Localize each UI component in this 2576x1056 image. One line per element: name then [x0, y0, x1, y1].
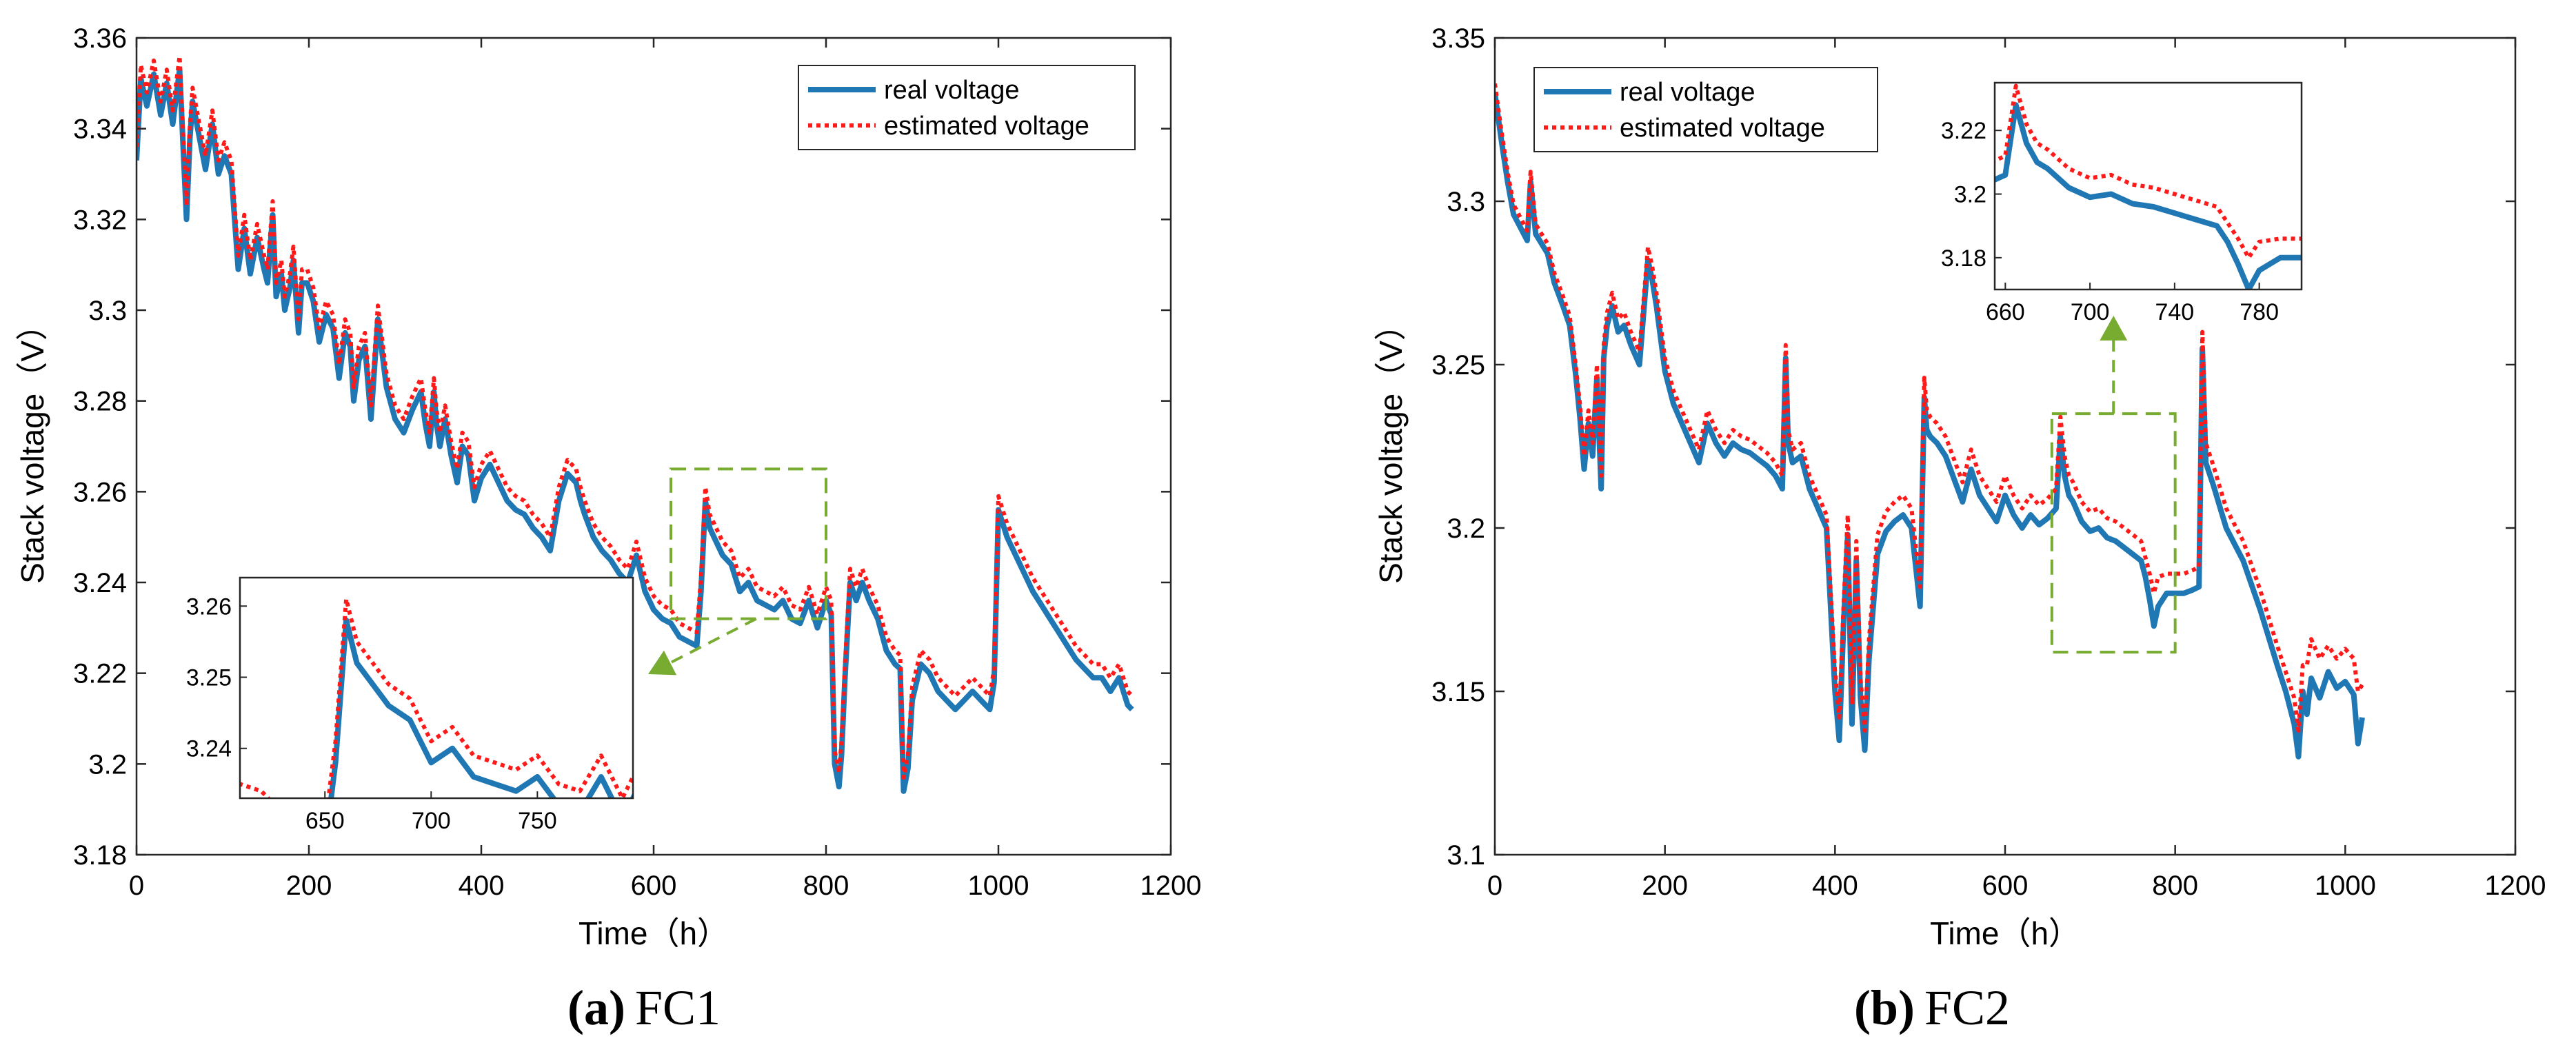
inset-fc2: 660 700 740 780 3.18 3.2 3.22: [1941, 81, 2303, 325]
chart-fc2: 0 200 400 600 800 1000 1200 3.1 3.15 3.2 3.25 3.3 3.…: [1373, 23, 2546, 951]
x-tick-label: 400: [459, 871, 505, 901]
y-tick-label: 3.25: [1431, 350, 1485, 380]
legend-label-real: real voltage: [884, 76, 1019, 105]
y-tick-label: 3.32: [73, 205, 127, 235]
x-tick-label: 600: [1982, 871, 2029, 901]
y-tick-label: 3.22: [73, 659, 127, 689]
x-tick-label: 0: [129, 871, 144, 901]
x-tick-label: 800: [803, 871, 849, 901]
y-tick-label: 3.15: [1431, 677, 1485, 707]
inset-y-tick-label: 3.22: [1941, 118, 1986, 144]
zoom-arrow-head: [648, 650, 677, 676]
y-tick-label: 3.28: [73, 387, 127, 417]
inset-y-tick-label: 3.18: [1941, 245, 1986, 272]
y-tick-label: 3.3: [1447, 187, 1485, 217]
series-group: [1495, 83, 2365, 760]
x-tick-label: 400: [1812, 871, 1858, 901]
legend-label-estimated: estimated voltage: [1620, 114, 1825, 143]
y-tick-label: 3.2: [88, 749, 127, 780]
y-axis-label: Stack voltage（V）: [1373, 309, 1409, 584]
inset-x-tick-label: 700: [412, 808, 451, 834]
y-tick-label: 3.18: [73, 840, 127, 871]
inset-fc1: 650 700 750 3.24 3.25 3.26: [186, 576, 634, 834]
zoom-region-box: [670, 467, 827, 620]
legend-box: [1533, 67, 1878, 152]
x-tick-label: 1000: [968, 871, 1029, 901]
inset-x-tick-label: 700: [2071, 299, 2110, 325]
legend-label-estimated: estimated voltage: [884, 112, 1089, 141]
x-tick-label: 600: [631, 871, 677, 901]
series-line-estimated: [137, 54, 1134, 780]
inset-box: [1993, 81, 2303, 291]
y-tick-label: 3.3: [88, 296, 127, 326]
x-tick-label: 1200: [1140, 871, 1202, 901]
x-tick-label: 0: [1487, 871, 1502, 901]
x-axis-label: Time（h）: [1930, 915, 2080, 951]
inset-box: [239, 576, 634, 800]
series-line-estimated: [1495, 83, 2364, 733]
caption-a: (a) FC1: [0, 973, 1288, 1042]
caption-b-name: FC2: [1924, 979, 2011, 1035]
y-tick-label: 3.24: [73, 568, 127, 598]
caption-b: (b) FC2: [1288, 973, 2576, 1042]
x-tick-label: 1000: [2315, 871, 2376, 901]
legend-fc1: real voltage estimated voltage: [798, 65, 1136, 150]
x-tick-label: 800: [2152, 871, 2198, 901]
y-tick-label: 3.35: [1431, 23, 1485, 54]
inset-y-tick-label: 3.25: [186, 665, 232, 691]
zoom-arrow-head: [2100, 316, 2128, 341]
series-group: [137, 54, 1134, 794]
legend-label-real: real voltage: [1620, 78, 1755, 107]
inset-y-tick-label: 3.24: [186, 736, 232, 762]
x-axis-label: Time（h）: [578, 915, 729, 951]
inset-area: [1995, 83, 2302, 290]
inset-y-tick-label: 3.2: [1954, 182, 1986, 208]
inset-x-tick-label: 740: [2155, 299, 2194, 325]
caption-b-label: (b): [1853, 979, 1915, 1035]
y-tick-label: 3.26: [73, 477, 127, 507]
inset-y-tick-label: 3.26: [186, 593, 232, 620]
y-tick-label: 3.2: [1447, 514, 1485, 544]
x-tick-label: 200: [1642, 871, 1688, 901]
series-line-real: [137, 67, 1134, 794]
x-tick-label: 200: [286, 871, 332, 901]
inset-x-tick-label: 650: [305, 808, 345, 834]
caption-a-label: (a): [567, 979, 625, 1035]
y-axis-label: Stack voltage（V）: [14, 309, 50, 584]
legend-fc2: real voltage estimated voltage: [1533, 67, 1878, 152]
chart-fc1: 0 200 400 600 800 1000 1200 3.18 3.2 3.22 3.24 3.26…: [14, 23, 1202, 951]
inset-x-tick-label: 780: [2240, 299, 2279, 325]
inset-area: [240, 578, 633, 798]
x-tick-label: 1200: [2485, 871, 2546, 901]
inset-x-tick-label: 750: [518, 808, 557, 834]
y-tick-label: 3.34: [73, 114, 127, 145]
caption-a-name: FC1: [634, 979, 721, 1035]
y-tick-label: 3.1: [1447, 840, 1485, 871]
y-tick-label: 3.36: [73, 23, 127, 54]
legend-box: [798, 65, 1136, 150]
inset-x-tick-label: 660: [1986, 299, 2025, 325]
series-line-real: [1495, 93, 2365, 760]
